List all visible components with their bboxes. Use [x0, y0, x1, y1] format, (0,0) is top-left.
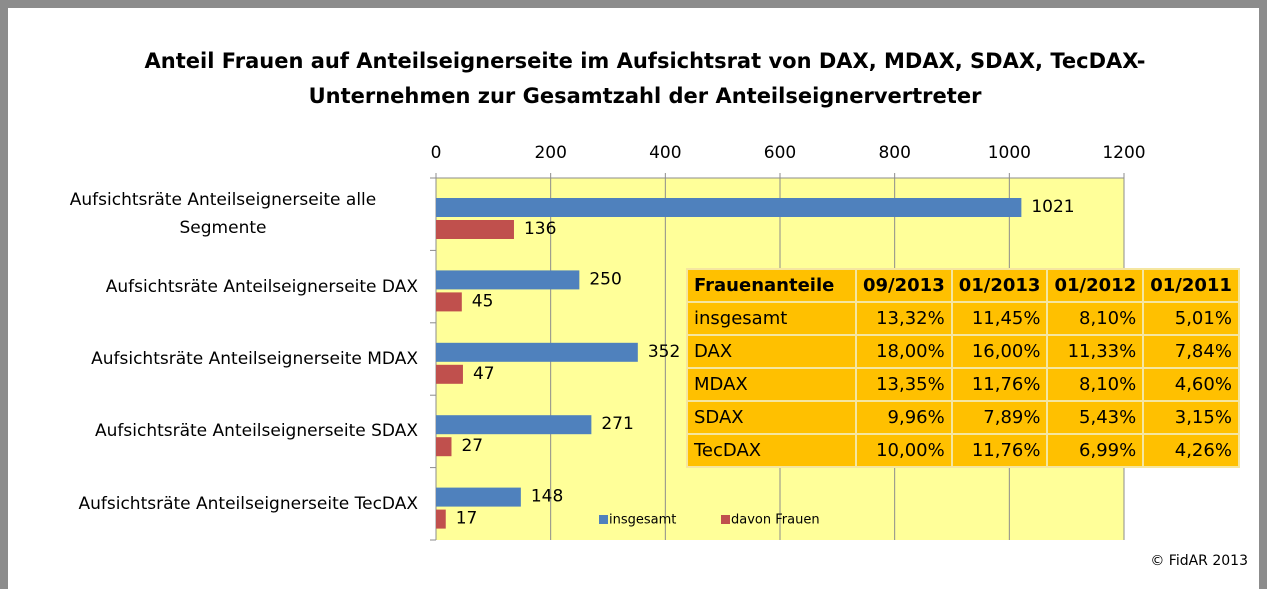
value-label: 1021: [1031, 197, 1074, 217]
table-cell: 7,84%: [1142, 334, 1240, 369]
table-cell: 8,10%: [1046, 301, 1145, 336]
table-cell: 11,45%: [950, 301, 1049, 336]
table-header-cell: 09/2013: [855, 268, 953, 303]
value-label: 271: [601, 414, 633, 434]
table-row: DAX 18,00% 16,00% 11,33% 7,84%: [686, 334, 1240, 369]
legend-swatch: [721, 515, 730, 524]
value-label: 17: [456, 509, 478, 529]
table-cell: 18,00%: [855, 334, 953, 369]
y-tick-label: Aufsichtsräte Anteilseignerseite SDAX: [95, 421, 418, 442]
legend-label: insgesamt: [609, 513, 676, 528]
table-cell: 16,00%: [950, 334, 1049, 369]
table-cell: 8,10%: [1046, 367, 1145, 402]
table-cell: insgesamt: [686, 301, 857, 336]
bar: [436, 415, 592, 435]
table-cell: 5,43%: [1046, 400, 1145, 435]
value-label: 47: [473, 364, 495, 384]
table-cell: SDAX: [686, 400, 857, 435]
value-label: 352: [648, 342, 680, 362]
x-tick-label: 800: [878, 143, 910, 163]
table-cell: 11,76%: [950, 433, 1049, 468]
legend-label: davon Frauen: [731, 513, 820, 528]
table-cell: 6,99%: [1046, 433, 1145, 468]
value-label: 45: [472, 291, 494, 311]
table-cell: 13,32%: [855, 301, 953, 336]
y-tick-label: Aufsichtsräte Anteilseignerseite alle Se…: [69, 190, 377, 239]
table-row: insgesamt 13,32% 11,45% 8,10% 5,01%: [686, 301, 1240, 336]
table-row: SDAX 9,96% 7,89% 5,43% 3,15%: [686, 400, 1240, 435]
y-tick-label-box: Aufsichtsräte Anteilseignerseite TecDAX: [18, 490, 418, 518]
table-cell: 3,15%: [1142, 400, 1240, 435]
x-tick-label: 0: [431, 143, 442, 163]
x-tick-label: 1000: [988, 143, 1031, 163]
table-cell: DAX: [686, 334, 857, 369]
table-cell: 4,60%: [1142, 367, 1240, 402]
table-cell: 9,96%: [855, 400, 953, 435]
table-row: TecDAX 10,00% 11,76% 6,99% 4,26%: [686, 433, 1240, 468]
bar: [436, 364, 463, 384]
table-header-cell: Frauenanteile: [686, 268, 857, 303]
table-cell: 5,01%: [1142, 301, 1240, 336]
y-tick-label: Aufsichtsräte Anteilseignerseite DAX: [105, 276, 418, 297]
bar: [436, 342, 638, 362]
y-tick-label: Aufsichtsräte Anteilseignerseite TecDAX: [78, 493, 418, 514]
y-tick-label-box: Aufsichtsräte Anteilseignerseite SDAX: [18, 417, 418, 445]
value-label: 148: [531, 487, 563, 507]
value-label: 250: [589, 269, 621, 289]
table-cell: 7,89%: [950, 400, 1049, 435]
table-header-row: Frauenanteile 09/2013 01/2013 01/2012 01/201…: [686, 268, 1240, 303]
bar: [436, 198, 1022, 217]
bar: [436, 437, 452, 457]
table-cell: 13,35%: [855, 367, 953, 402]
bar: [436, 220, 514, 239]
table-header-cell: 01/2011: [1142, 268, 1240, 303]
table-row: MDAX 13,35% 11,76% 8,10% 4,60%: [686, 367, 1240, 402]
bar: [436, 292, 462, 312]
x-tick-label: 600: [764, 143, 796, 163]
y-tick-label-box: Aufsichtsräte Anteilseignerseite MDAX: [18, 345, 418, 373]
value-label: 136: [524, 219, 556, 239]
table-cell: 11,76%: [950, 367, 1049, 402]
table-cell: 10,00%: [855, 433, 953, 468]
y-tick-label-box: Aufsichtsräte Anteilseignerseite alle Se…: [18, 186, 418, 242]
bar: [436, 270, 580, 290]
legend-swatch: [599, 515, 608, 524]
x-tick-label: 400: [649, 143, 681, 163]
chart-title: Anteil Frauen auf Anteilseignerseite im …: [144, 49, 1146, 108]
table-header-cell: 01/2012: [1046, 268, 1145, 303]
y-tick-label-box: Aufsichtsräte Anteilseignerseite DAX: [18, 273, 418, 301]
table-cell: TecDAX: [686, 433, 857, 468]
bar: [436, 487, 521, 507]
x-tick-label: 200: [534, 143, 566, 163]
table-cell: 11,33%: [1046, 334, 1145, 369]
table-cell: 4,26%: [1142, 433, 1240, 468]
y-tick-label: Aufsichtsräte Anteilseignerseite MDAX: [91, 349, 418, 369]
data-table: Frauenanteile 09/2013 01/2013 01/2012 01/201…: [686, 268, 1240, 468]
x-tick-label: 1200: [1102, 143, 1145, 163]
bar: [436, 509, 446, 529]
table-header-cell: 01/2013: [950, 268, 1049, 303]
copyright: © FidAR 2013: [1150, 553, 1248, 569]
value-label: 27: [461, 436, 483, 456]
table-cell: MDAX: [686, 367, 857, 402]
